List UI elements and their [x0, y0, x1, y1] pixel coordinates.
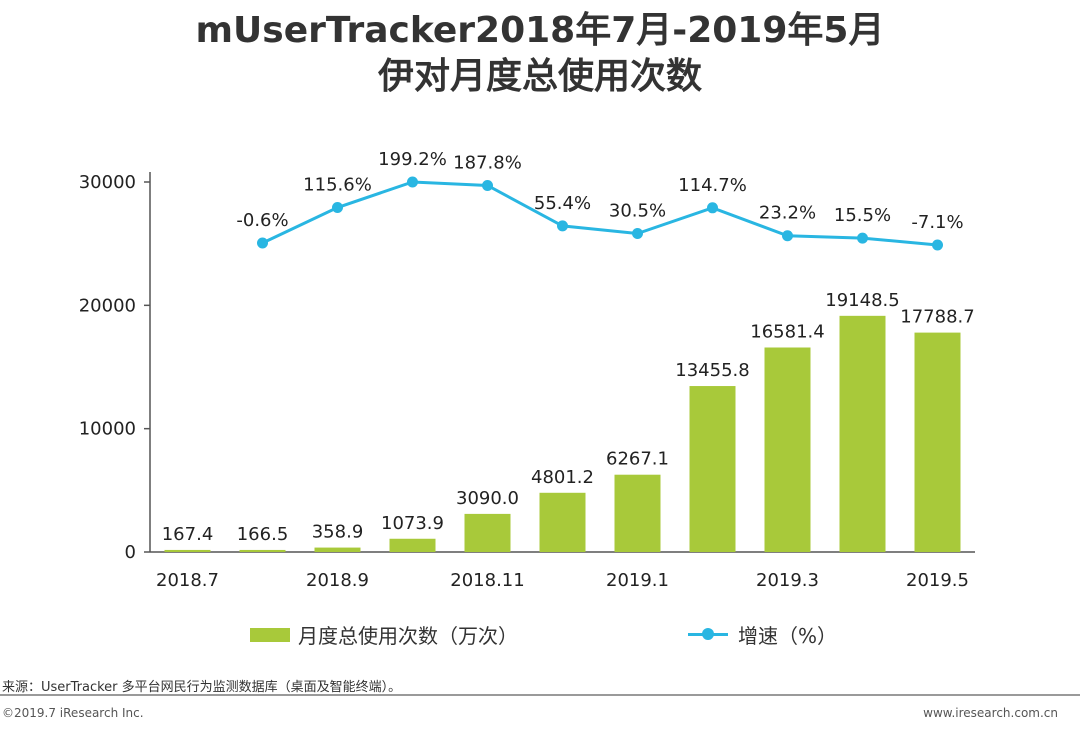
bar: [689, 386, 736, 552]
x-tick-label: 2019.3: [756, 570, 819, 591]
growth-value-label: -7.1%: [911, 212, 963, 233]
bar-value-label: 17788.7: [900, 307, 974, 328]
y-tick-label: 0: [125, 542, 136, 563]
copyright: ©2019.7 iResearch Inc.: [2, 706, 144, 720]
growth-value-label: 187.8%: [453, 152, 522, 173]
chart-title-line-2: 伊对月度总使用次数: [377, 56, 702, 97]
growth-value-label: 114.7%: [678, 175, 747, 196]
x-tick-label: 2019.1: [606, 570, 669, 591]
growth-value-label: 15.5%: [834, 205, 891, 226]
growth-value-label: 199.2%: [378, 149, 447, 170]
growth-value-label: 30.5%: [609, 201, 666, 222]
bar-value-label: 4801.2: [531, 467, 594, 488]
bar: [314, 547, 361, 552]
growth-point: [332, 202, 343, 214]
growth-value-label: 55.4%: [534, 193, 591, 214]
bar: [239, 549, 286, 552]
growth-point: [857, 232, 868, 244]
bar: [464, 513, 511, 552]
bar: [614, 474, 661, 552]
legend-line-label: 增速（%）: [738, 624, 838, 648]
x-tick-label: 2018.7: [156, 570, 219, 591]
bar-value-label: 167.4: [162, 524, 214, 545]
y-tick-label: 20000: [79, 295, 136, 316]
growth-value-label: 23.2%: [759, 203, 816, 224]
bar: [914, 332, 961, 552]
bar-value-label: 1073.9: [381, 513, 444, 534]
x-tick-label: 2018.11: [450, 570, 524, 591]
growth-point: [632, 228, 643, 240]
legend-bar-label: 月度总使用次数（万次）: [298, 624, 518, 648]
footer-divider: [0, 694, 1080, 696]
legend-line-swatch: [688, 628, 728, 640]
bar-value-label: 19148.5: [825, 290, 899, 311]
bar: [764, 347, 811, 552]
legend-line-dot: [702, 628, 714, 640]
legend-bar-swatch: [250, 627, 290, 642]
growth-point: [482, 179, 493, 191]
bar: [164, 549, 211, 552]
growth-point: [707, 202, 718, 214]
growth-value-label: 115.6%: [303, 175, 372, 196]
y-tick-label: 10000: [79, 419, 136, 440]
bar-value-label: 13455.8: [675, 360, 749, 381]
growth-value-label: -0.6%: [236, 210, 288, 231]
x-tick-label: 2018.9: [306, 570, 369, 591]
bar-value-label: 6267.1: [606, 449, 669, 470]
growth-point: [407, 176, 418, 188]
x-tick-label: 2019.5: [906, 570, 969, 591]
bar-value-label: 358.9: [312, 522, 364, 543]
growth-point: [782, 230, 793, 242]
bar-value-label: 16581.4: [750, 321, 824, 342]
growth-line: [261, 180, 938, 247]
website-link[interactable]: www.iresearch.com.cn: [923, 706, 1058, 720]
bar-value-label: 3090.0: [456, 488, 519, 509]
growth-point: [557, 220, 568, 232]
source-note: 来源：UserTracker 多平台网民行为监测数据库（桌面及智能终端）。: [2, 680, 402, 695]
growth-point: [932, 239, 943, 251]
chart-title-line-1: mUserTracker2018年7月-2019年5月: [195, 10, 885, 51]
y-tick-label: 30000: [79, 172, 136, 193]
bar-value-label: 166.5: [237, 524, 289, 545]
chart-title: mUserTracker2018年7月-2019年5月 伊对月度总使用次数: [0, 8, 1080, 100]
growth-point: [257, 237, 268, 249]
bar: [389, 538, 436, 552]
legend: 月度总使用次数（万次） 增速（%）: [0, 620, 1080, 650]
bar: [839, 315, 886, 552]
bar: [539, 492, 586, 552]
legend-item-bars: 月度总使用次数（万次）: [250, 620, 518, 649]
legend-item-line: 增速（%）: [688, 620, 837, 649]
